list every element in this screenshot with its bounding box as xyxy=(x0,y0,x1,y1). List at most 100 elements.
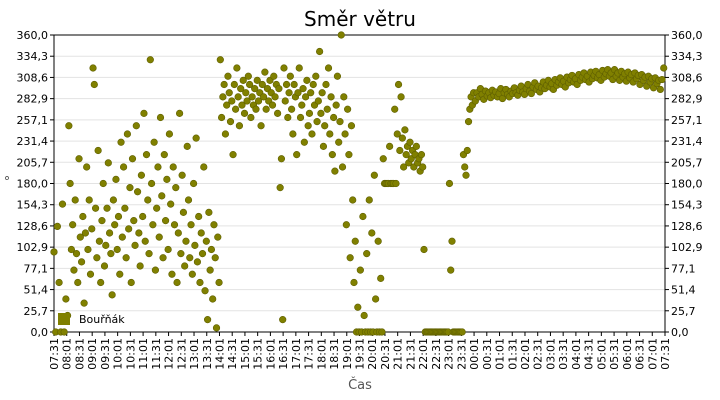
data-point xyxy=(85,196,93,204)
data-point xyxy=(191,241,199,249)
data-point xyxy=(169,163,177,171)
data-point xyxy=(323,105,331,113)
x-tick-label: 02:31 xyxy=(532,338,545,370)
data-point xyxy=(207,245,216,254)
data-point xyxy=(328,151,336,159)
data-point xyxy=(95,237,104,245)
x-tick-label: 14:01 xyxy=(213,338,226,370)
data-point xyxy=(303,76,311,84)
data-point xyxy=(211,254,219,262)
data-point xyxy=(179,208,188,216)
data-point xyxy=(184,196,193,204)
data-point xyxy=(181,262,189,270)
data-point xyxy=(175,109,184,117)
x-tick-label: 04:01 xyxy=(570,338,583,370)
data-point xyxy=(62,295,70,303)
data-point xyxy=(290,80,298,89)
data-point xyxy=(193,258,202,266)
data-point xyxy=(223,101,231,109)
data-point xyxy=(130,217,138,225)
data-point xyxy=(224,72,232,80)
data-point xyxy=(126,184,134,192)
data-point xyxy=(147,179,156,188)
y-tick-label: 334,3 xyxy=(17,50,49,63)
data-point xyxy=(99,179,107,188)
data-point xyxy=(60,328,68,336)
data-point xyxy=(261,68,269,76)
data-point xyxy=(419,163,427,171)
data-point xyxy=(112,175,120,183)
x-tick-label: 10:01 xyxy=(112,338,125,370)
data-point xyxy=(274,109,282,117)
data-point xyxy=(398,134,406,142)
data-point xyxy=(276,184,284,192)
x-tick-label: 20:01 xyxy=(366,338,379,370)
data-point xyxy=(238,101,246,109)
data-point xyxy=(293,151,301,159)
data-point xyxy=(178,171,186,179)
data-point xyxy=(247,113,255,122)
data-point xyxy=(158,192,166,200)
y-tick-label: 180,0 xyxy=(17,178,49,191)
x-tick-label: 19:01 xyxy=(341,338,354,370)
data-point xyxy=(243,97,251,105)
data-point xyxy=(314,97,322,105)
data-point xyxy=(183,142,191,150)
data-point xyxy=(447,266,455,274)
data-point xyxy=(107,250,115,258)
y-tick-label: 25,7 xyxy=(671,305,696,318)
x-tick-label: 04:31 xyxy=(583,338,596,370)
data-point xyxy=(196,278,204,287)
data-point xyxy=(219,93,227,101)
data-point xyxy=(406,138,414,146)
data-point xyxy=(342,221,350,229)
data-point xyxy=(400,163,408,171)
data-point xyxy=(136,262,144,270)
data-point xyxy=(131,241,139,249)
data-point xyxy=(462,171,470,179)
x-tick-label: 06:31 xyxy=(634,338,647,370)
data-point xyxy=(377,274,385,282)
data-point xyxy=(76,233,84,241)
data-point xyxy=(252,105,260,113)
data-point xyxy=(70,266,78,274)
data-point xyxy=(50,248,58,256)
data-point xyxy=(333,72,342,80)
data-point xyxy=(127,278,135,287)
data-point xyxy=(299,85,307,93)
data-point xyxy=(81,229,89,237)
y-tick-label: 257,1 xyxy=(671,114,703,127)
y-tick-label: 360,0 xyxy=(671,29,703,42)
data-point xyxy=(322,80,330,89)
y-tick-label: 77,1 xyxy=(671,262,696,275)
data-point xyxy=(100,262,109,270)
x-tick-label: 12:01 xyxy=(163,338,176,370)
x-tick-label: 00:01 xyxy=(468,338,481,370)
data-point xyxy=(209,295,217,303)
x-tick-label: 15:31 xyxy=(252,338,265,370)
data-point xyxy=(239,76,247,84)
data-point xyxy=(288,105,296,113)
data-point xyxy=(214,233,222,241)
data-point xyxy=(392,179,400,188)
data-point xyxy=(237,85,245,93)
data-point xyxy=(330,113,338,122)
y-tick-label: 282,9 xyxy=(17,93,49,106)
data-point xyxy=(340,93,348,101)
data-point xyxy=(658,75,666,84)
data-point xyxy=(105,229,114,237)
data-point xyxy=(326,130,334,138)
data-point xyxy=(289,130,297,138)
data-point xyxy=(151,266,160,274)
y-axis-left: 0,0 25,7 51,4 77,1 102,9 128,6 154,3 180,0 205,7… xyxy=(17,29,54,339)
data-point xyxy=(198,250,207,258)
x-tick-label: 17:01 xyxy=(290,338,303,370)
data-point xyxy=(281,97,289,105)
legend-label: Bouřňák xyxy=(79,313,125,326)
data-point xyxy=(202,237,210,245)
data-point xyxy=(317,109,325,117)
data-point xyxy=(248,93,256,101)
data-point xyxy=(286,72,294,80)
data-point xyxy=(365,196,373,204)
